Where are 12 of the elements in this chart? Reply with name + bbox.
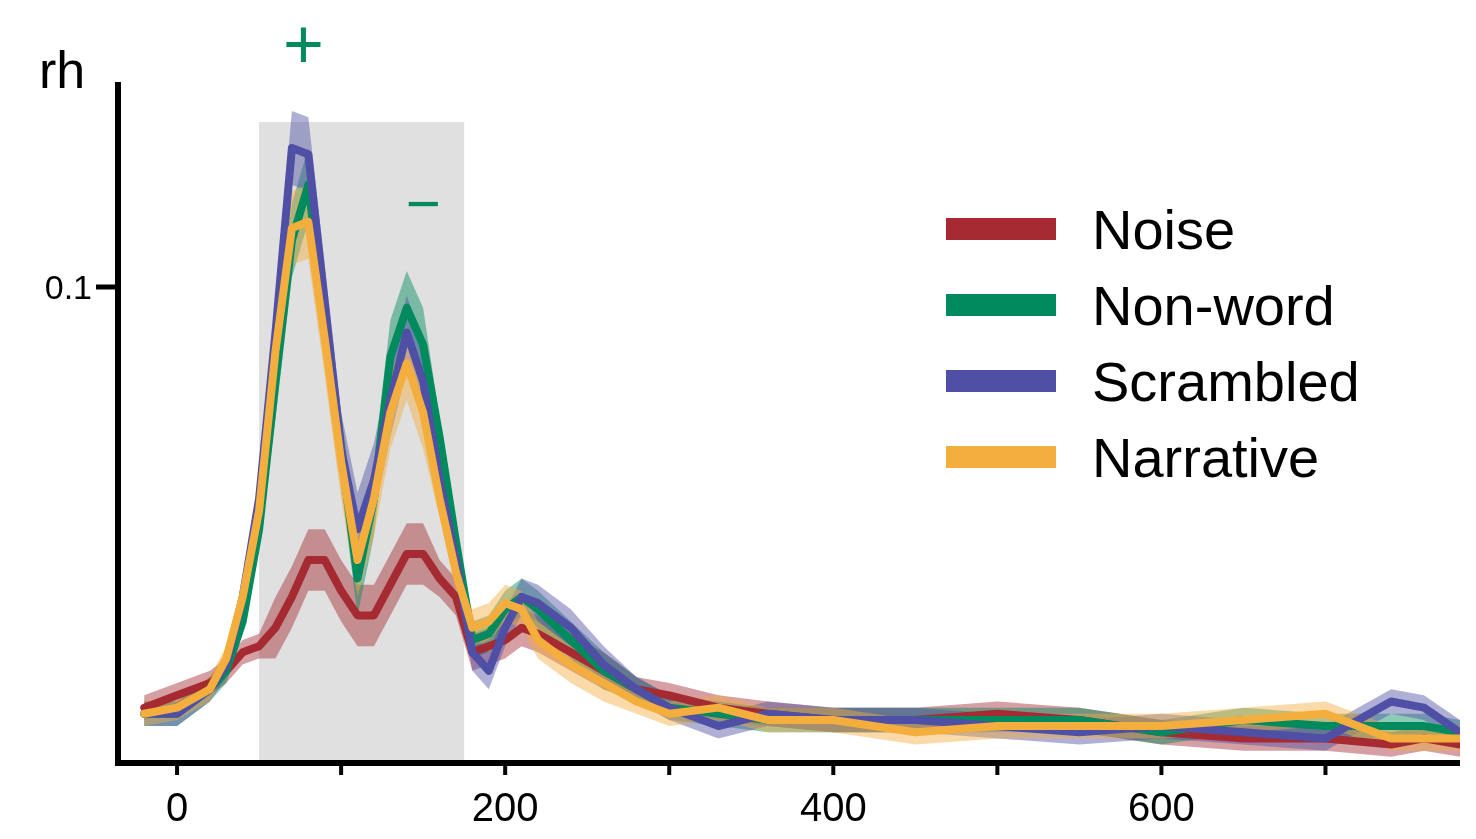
text: + bbox=[282, 4, 324, 83]
x-tick-label: 0 bbox=[165, 785, 189, 829]
legend-label: Noise bbox=[1092, 197, 1236, 261]
y-axis-title: rh bbox=[38, 41, 86, 99]
text: 0.1 bbox=[44, 267, 92, 306]
annotation: − bbox=[405, 170, 441, 238]
x-tick-label: 600 bbox=[1128, 785, 1195, 829]
x-tick-label: 200 bbox=[471, 785, 539, 829]
x-tick-label: 400 bbox=[799, 785, 867, 829]
legend-label: Scrambled bbox=[1092, 349, 1360, 413]
legend-label: Narrative bbox=[1092, 425, 1320, 489]
legend-label: Non-word bbox=[1092, 273, 1335, 337]
